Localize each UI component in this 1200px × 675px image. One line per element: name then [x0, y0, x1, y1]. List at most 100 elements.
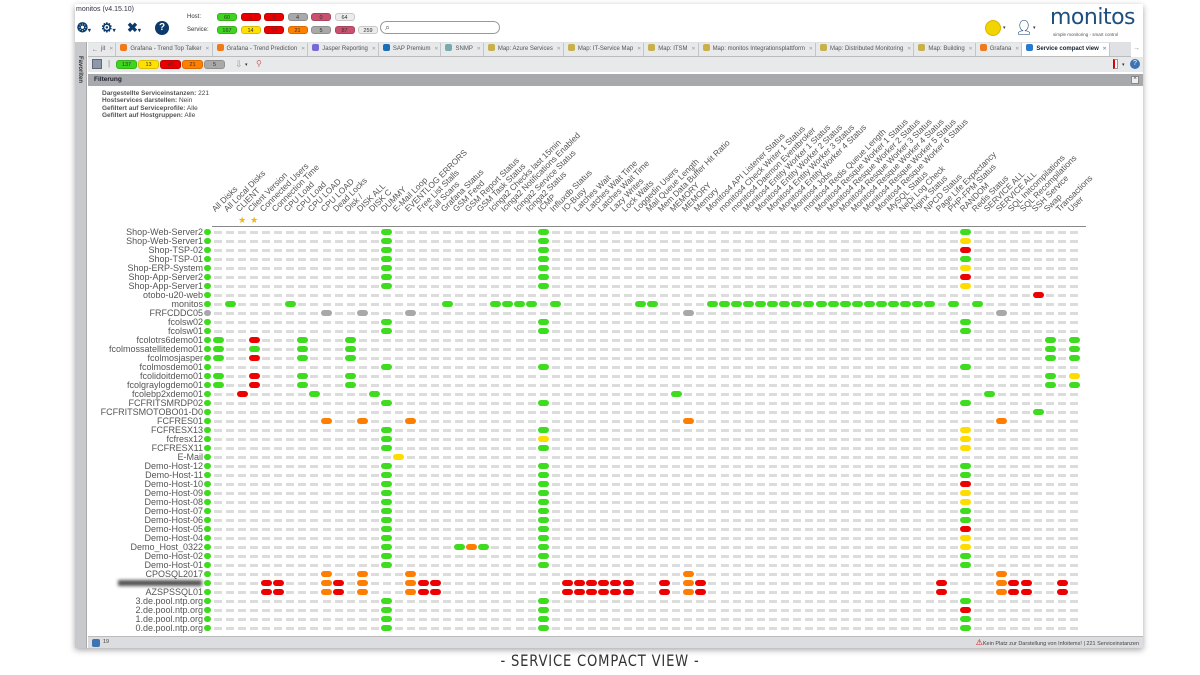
- gear-icon[interactable]: ⚙▾: [101, 20, 116, 35]
- service-state-cell[interactable]: [284, 301, 296, 307]
- tab-close-icon[interactable]: ✕: [109, 46, 114, 52]
- service-state-cell[interactable]: [538, 526, 550, 532]
- host-status-icon[interactable]: [204, 463, 211, 469]
- service-state-cell[interactable]: [996, 580, 1008, 586]
- host-label[interactable]: Shop-TSP-02: [148, 244, 203, 255]
- service-state-cell[interactable]: [960, 526, 972, 532]
- host-label[interactable]: fcfresx12: [166, 433, 203, 444]
- host-label[interactable]: FCFRESX11: [151, 442, 203, 453]
- service-state-cell[interactable]: [248, 346, 260, 352]
- count-badge[interactable]: 167: [217, 26, 237, 34]
- flag-icon[interactable]: [1113, 59, 1118, 69]
- host-label[interactable]: Demo-Host-02: [144, 550, 203, 561]
- service-state-cell[interactable]: [538, 427, 550, 433]
- service-state-cell[interactable]: [381, 481, 393, 487]
- toolbar-count-badge[interactable]: 137: [116, 60, 137, 69]
- service-state-cell[interactable]: [755, 301, 767, 307]
- service-state-cell[interactable]: [634, 301, 646, 307]
- count-badge[interactable]: 52: [264, 26, 284, 34]
- service-state-cell[interactable]: [417, 580, 429, 586]
- service-state-cell[interactable]: [1044, 346, 1056, 352]
- service-state-cell[interactable]: [381, 364, 393, 370]
- service-state-cell[interactable]: [538, 238, 550, 244]
- host-status-icon[interactable]: [204, 256, 211, 262]
- service-state-cell[interactable]: [1044, 337, 1056, 343]
- service-state-cell[interactable]: [670, 391, 682, 397]
- service-state-cell[interactable]: [345, 346, 357, 352]
- tab-close-icon[interactable]: ✕: [371, 46, 376, 52]
- monitos-menu-icon[interactable]: ❂▾: [77, 20, 91, 35]
- service-state-cell[interactable]: [875, 301, 887, 307]
- service-state-cell[interactable]: [960, 616, 972, 622]
- service-state-cell[interactable]: [333, 580, 345, 586]
- service-state-cell[interactable]: [731, 301, 743, 307]
- tab-map-itsm[interactable]: Map: ITSM ✕: [644, 43, 699, 56]
- host-status-icon[interactable]: [204, 382, 211, 388]
- toolbar-count-badge[interactable]: 21: [182, 60, 203, 69]
- service-state-cell[interactable]: [212, 346, 224, 352]
- service-state-cell[interactable]: [960, 283, 972, 289]
- service-state-cell[interactable]: [405, 418, 417, 424]
- service-state-cell[interactable]: [321, 571, 333, 577]
- service-state-cell[interactable]: [960, 328, 972, 334]
- service-state-cell[interactable]: [381, 247, 393, 253]
- tab-close-icon[interactable]: ✕: [301, 46, 306, 52]
- host-label[interactable]: fcolebp2xdemo01: [131, 388, 203, 399]
- host-status-icon[interactable]: [204, 346, 211, 352]
- service-state-cell[interactable]: [706, 301, 718, 307]
- host-status-icon[interactable]: [204, 265, 211, 271]
- service-state-cell[interactable]: [538, 256, 550, 262]
- count-badge[interactable]: 0: [240, 13, 261, 21]
- service-state-cell[interactable]: [538, 598, 550, 604]
- service-state-cell[interactable]: [381, 283, 393, 289]
- service-state-cell[interactable]: [296, 346, 308, 352]
- tab-close-icon[interactable]: ✕: [907, 46, 912, 52]
- host-label[interactable]: Demo-Host-01: [144, 559, 203, 570]
- service-state-cell[interactable]: [381, 508, 393, 514]
- service-state-cell[interactable]: [960, 499, 972, 505]
- service-state-cell[interactable]: [1020, 580, 1032, 586]
- service-state-cell[interactable]: [212, 373, 224, 379]
- service-state-cell[interactable]: [815, 301, 827, 307]
- refresh-icon[interactable]: [92, 639, 100, 647]
- service-state-cell[interactable]: [911, 301, 923, 307]
- service-state-cell[interactable]: [1008, 589, 1020, 595]
- service-state-cell[interactable]: [1068, 382, 1080, 388]
- tab-sap-premium[interactable]: SAP Premium ✕: [378, 43, 442, 56]
- service-state-cell[interactable]: [960, 490, 972, 496]
- count-badge[interactable]: 0: [311, 13, 331, 21]
- host-status-icon[interactable]: [204, 445, 211, 451]
- host-label[interactable]: 0.de.pool.ntp.org: [135, 622, 203, 633]
- service-state-cell[interactable]: [381, 544, 393, 550]
- service-state-cell[interactable]: [960, 508, 972, 514]
- host-status-icon[interactable]: [204, 508, 211, 514]
- host-status-icon[interactable]: [204, 238, 211, 244]
- host-label[interactable]: 3.de.pool.ntp.org: [135, 595, 203, 606]
- service-state-cell[interactable]: [538, 517, 550, 523]
- service-state-cell[interactable]: [767, 301, 779, 307]
- service-state-cell[interactable]: [1056, 589, 1068, 595]
- service-state-cell[interactable]: [851, 301, 863, 307]
- sort-down-icon[interactable]: ⇩: [235, 59, 243, 69]
- service-state-cell[interactable]: [212, 337, 224, 343]
- service-state-cell[interactable]: [839, 301, 851, 307]
- service-state-cell[interactable]: [960, 544, 972, 550]
- service-state-cell[interactable]: [960, 400, 972, 406]
- service-state-cell[interactable]: [598, 589, 610, 595]
- host-status-icon[interactable]: [204, 499, 211, 505]
- host-label[interactable]: Shop-Web-Server2: [126, 226, 203, 237]
- service-state-cell[interactable]: [296, 355, 308, 361]
- service-state-cell[interactable]: [453, 544, 465, 550]
- service-state-cell[interactable]: [803, 301, 815, 307]
- host-status-icon[interactable]: [204, 247, 211, 253]
- count-badge[interactable]: 0: [264, 13, 284, 21]
- host-status-icon[interactable]: [204, 229, 211, 235]
- toolbar-count-badge[interactable]: 13: [138, 60, 159, 69]
- service-state-cell[interactable]: [357, 571, 369, 577]
- service-state-cell[interactable]: [622, 580, 634, 586]
- service-state-cell[interactable]: [357, 580, 369, 586]
- service-state-cell[interactable]: [538, 481, 550, 487]
- service-state-cell[interactable]: [381, 319, 393, 325]
- host-status-icon[interactable]: [204, 625, 211, 631]
- host-label[interactable]: 2.de.pool.ntp.org: [135, 604, 203, 615]
